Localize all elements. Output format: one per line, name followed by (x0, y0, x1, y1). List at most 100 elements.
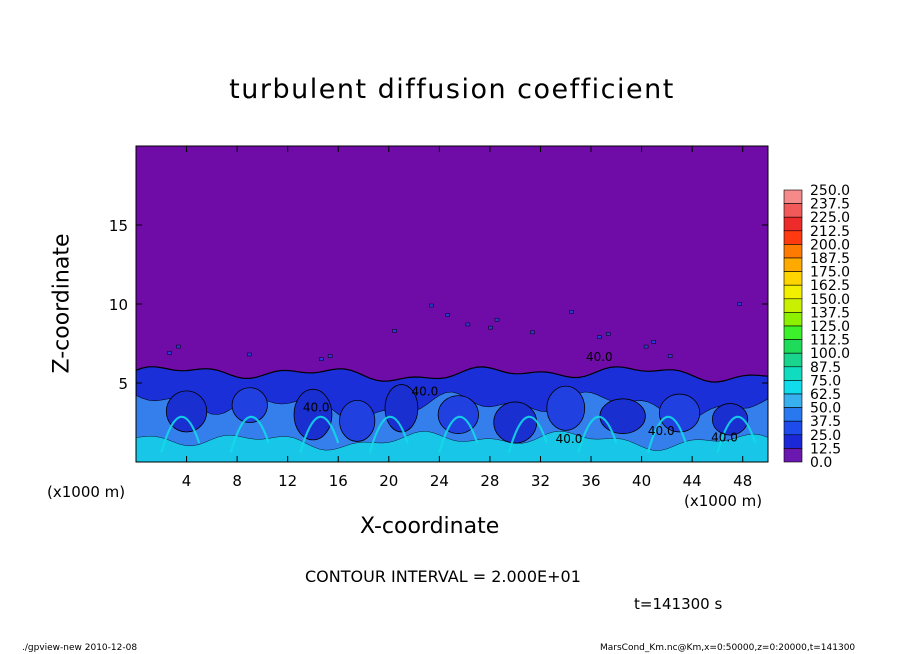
x-tick-label: 20 (379, 472, 398, 490)
colorbar-label: 200.0 (810, 237, 850, 253)
colorbar-swatch (783, 434, 803, 449)
x-tick-label: 44 (683, 472, 702, 490)
eddy (658, 393, 701, 433)
x-tick-label: 4 (182, 472, 192, 490)
turbulence-field (136, 302, 768, 462)
colorbar-swatch (783, 298, 803, 313)
cell (327, 354, 333, 358)
footer-left: ./gpview-new 2010-12-08 (22, 643, 138, 653)
x-tick-label: 12 (278, 472, 297, 490)
colorbar-swatch (783, 230, 803, 245)
eddy (546, 385, 586, 431)
colorbar-swatch (783, 271, 803, 286)
cell (569, 310, 574, 314)
cell (605, 332, 611, 336)
cell (465, 322, 471, 327)
x-tick-label: 28 (480, 472, 499, 490)
colorbar-label: 25.0 (810, 428, 841, 444)
contour-labels: 40.0 40.0 40.0 40.0 40.0 40.0 (303, 350, 738, 446)
contour-label: 40.0 (556, 432, 583, 446)
turbulent-eddies (160, 384, 757, 453)
turbulent-layer-high (136, 430, 768, 462)
x-tick-label: 16 (329, 472, 348, 490)
colorbar: 250.0237.5225.0212.5200.0187.5175.0162.5… (783, 183, 850, 471)
cell (428, 303, 434, 308)
x-tick-label: 48 (733, 472, 752, 490)
eddy (384, 384, 419, 433)
contour-interval-text: CONTOUR INTERVAL = 2.000E+01 (305, 567, 581, 586)
x-tick-label: 36 (581, 472, 600, 490)
cell (319, 357, 324, 361)
cell (530, 330, 535, 335)
cell (737, 302, 742, 306)
x-tick-label: 40 (632, 472, 651, 490)
cell (176, 344, 181, 349)
scattered-cells (167, 302, 742, 361)
colorbar-swatch (783, 325, 803, 340)
streak (299, 415, 340, 453)
x-tick-label: 24 (430, 472, 449, 490)
y-axis-ticks: 5 10 15 (109, 217, 768, 393)
streak (229, 415, 270, 453)
eddy (231, 387, 268, 423)
cell (445, 313, 450, 317)
colorbar-label: 12.5 (810, 441, 841, 457)
eddy (599, 398, 646, 434)
streak (577, 415, 618, 453)
colorbar-label: 112.5 (810, 333, 850, 349)
colorbar-swatch (783, 380, 803, 395)
streak (716, 415, 757, 453)
colorbar-label: 137.5 (810, 305, 850, 321)
cell (667, 354, 673, 358)
colorbar-label: 50.0 (810, 401, 841, 417)
streak (507, 415, 548, 453)
colorbar-label: 87.5 (810, 360, 841, 376)
colorbar-swatch (783, 189, 803, 204)
y-axis-label: Z-coordinate (49, 233, 75, 374)
contour-label: 40.0 (412, 385, 439, 399)
colorbar-swatch (783, 216, 803, 232)
chart-title: turbulent diffusion coefficient (229, 74, 675, 105)
x-unit-label-left: (x1000 m) (47, 483, 126, 501)
colorbar-label: 162.5 (810, 278, 850, 294)
y-tick-label: 15 (109, 217, 128, 235)
contour-label: 40.0 (303, 400, 330, 414)
colorbar-swatch (783, 203, 803, 218)
cell (167, 351, 172, 355)
cell (651, 340, 656, 344)
colorbar-label: 37.5 (810, 414, 841, 430)
colorbar-swatch (783, 366, 803, 381)
streak (438, 415, 479, 453)
colorbar-label: 75.0 (810, 373, 841, 389)
x-unit-label-right: (x1000 m) (684, 492, 763, 510)
cell (246, 352, 252, 357)
y-tick-label: 10 (109, 296, 128, 314)
colorbar-label: 187.5 (810, 251, 850, 267)
streak (160, 415, 201, 453)
colorbar-swatch (783, 244, 803, 259)
colorbar-swatch (783, 420, 803, 436)
contour-label: 40.0 (648, 424, 675, 438)
eddy (293, 388, 333, 441)
colorbar-label: 225.0 (810, 210, 850, 226)
colorbar-swatch (783, 352, 803, 368)
eddy (493, 401, 538, 444)
contour-label: 40.0 (711, 430, 738, 444)
colorbar-swatch (783, 312, 803, 327)
streak (646, 415, 687, 453)
cell (643, 344, 649, 349)
x-tick-label: 32 (531, 472, 550, 490)
colorbar-label: 150.0 (810, 292, 850, 308)
x-axis-ticks: 4 8 12 16 20 24 28 32 36 40 44 48 (182, 146, 752, 490)
colorbar-label: 62.5 (810, 387, 841, 403)
colorbar-label: 100.0 (810, 346, 850, 362)
y-tick-label: 5 (118, 375, 128, 393)
colorbar-label: 175.0 (810, 265, 850, 281)
colorbar-label: 125.0 (810, 319, 850, 335)
colorbar-label: 212.5 (810, 224, 850, 240)
x-axis-label: X-coordinate (360, 514, 500, 539)
eddy (339, 399, 376, 442)
colorbar-label: 0.0 (810, 455, 832, 471)
cell (494, 317, 500, 322)
